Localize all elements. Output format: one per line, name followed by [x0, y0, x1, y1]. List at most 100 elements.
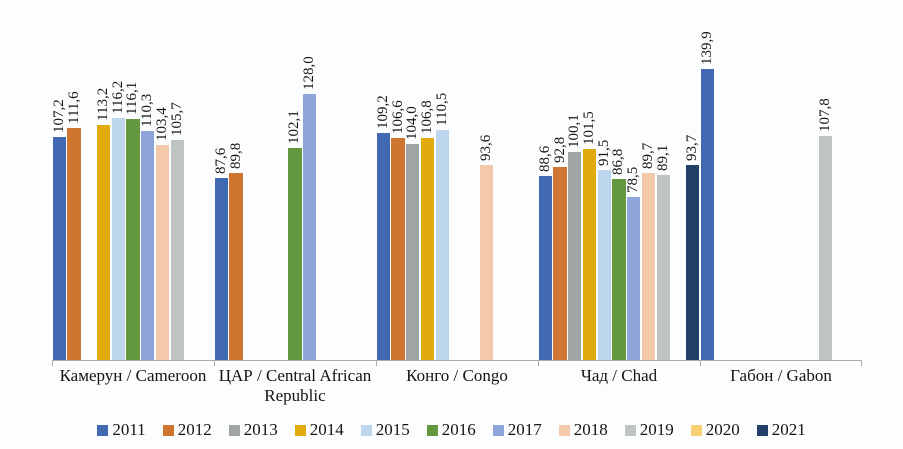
category-label-3: Чад / Chad [580, 366, 658, 385]
legend-label: 2011 [112, 420, 146, 439]
bar-value-label: 109,2 [374, 95, 391, 129]
category-axis-labels: Камерун / Cameroon ЦАР / Central African … [52, 366, 862, 416]
legend-item-2020: 2020 [690, 420, 740, 440]
bar-value-label: 106,8 [419, 100, 436, 134]
legend-label: 2017 [507, 420, 542, 439]
bar-2017-group3 [627, 196, 641, 360]
bar-value-label: 89,7 [639, 143, 656, 170]
bar-2012-group3 [553, 166, 567, 360]
legend-item-2013: 2013 [228, 420, 278, 440]
chart-legend: 2011 2012 2013 2014 2015 2016 2017 2018 2019 2020… [0, 420, 903, 440]
bar-value-label: 107,2 [50, 99, 67, 134]
category-label-1: ЦАР / Central African Republic [218, 366, 372, 405]
bar-2014-group3 [582, 148, 597, 360]
category-label-0: Камерун / Cameroon [59, 366, 207, 385]
bar-2011-group3 [538, 175, 552, 360]
bar-value-label: 78,5 [625, 166, 642, 193]
bar-2016-group1 [288, 147, 302, 360]
legend-item-2015: 2015 [360, 420, 410, 440]
bar-value-label: 101,5 [581, 111, 598, 145]
bar-value-label: 89,8 [227, 142, 244, 170]
axis-tick [214, 360, 215, 366]
legend-label: 2013 [243, 420, 278, 439]
plot-area: 107,2 87,6 109,2 88,6 139,9 111,6 89,8 106,6 92,… [50, 31, 862, 366]
legend-swatch-icon [624, 424, 636, 436]
legend-label: 2016 [441, 420, 476, 439]
bar-2015-group2 [435, 130, 449, 360]
bar-value-label: 105,7 [168, 102, 185, 137]
category-label-2: Конго / Congo [406, 366, 508, 385]
bar-2019-group3 [656, 174, 670, 360]
bar-2017-group1 [303, 93, 317, 360]
bar-2018-group3 [641, 173, 656, 360]
legend-swatch-icon [360, 424, 372, 436]
bar-2018-group2 [479, 165, 494, 360]
bar-2012-group2 [391, 138, 405, 360]
bar-2011-group2 [376, 132, 390, 360]
legend-swatch-icon [162, 424, 174, 436]
bar-value-label: 88,6 [536, 145, 553, 172]
legend-label: 2020 [705, 420, 740, 439]
legend-item-2017: 2017 [492, 420, 542, 440]
legend-item-2018: 2018 [558, 420, 608, 440]
bar-2019-group4 [818, 135, 832, 360]
legend-swatch-icon [690, 424, 702, 436]
bar-value-label: 128,0 [301, 56, 318, 90]
legend-item-2012: 2012 [162, 420, 212, 440]
legend-swatch-icon [756, 424, 768, 436]
bar-2012-group1 [229, 173, 243, 360]
legend-item-2016: 2016 [426, 420, 476, 440]
bar-value-label: 110,5 [433, 92, 450, 127]
legend-swatch-icon [558, 424, 570, 436]
legend-item-2014: 2014 [294, 420, 344, 440]
bar-value-label: 139,9 [698, 31, 715, 66]
bar-2012-group0 [67, 127, 81, 360]
bar-2015-group3 [597, 169, 611, 360]
bar-2011-group1 [214, 177, 228, 360]
bar-value-label: 113,2 [95, 87, 112, 121]
bar-2016-group3 [612, 179, 626, 360]
legend-label: 2014 [309, 420, 344, 439]
bar-value-label: 102,1 [286, 109, 303, 144]
bar-value-label: 93,6 [477, 135, 494, 162]
category-label-4: Габон / Gabon [730, 366, 832, 385]
bar-value-label: 89,1 [654, 144, 671, 171]
bar-value-label: 107,8 [816, 98, 833, 132]
bar-2016-group0 [126, 118, 140, 360]
bar-2011-group0 [52, 137, 66, 360]
axis-tick [376, 360, 377, 366]
legend-label: 2015 [375, 420, 410, 439]
bar-value-label: 87,6 [212, 147, 229, 174]
bar-2014-group2 [420, 137, 435, 360]
legend-swatch-icon [294, 424, 306, 436]
legend-label: 2012 [177, 420, 212, 439]
bar-2021-group3 [686, 165, 700, 360]
axis-tick [700, 360, 701, 366]
axis-tick [861, 360, 862, 366]
legend-item-2011: 2011 [97, 420, 146, 440]
legend-item-2021: 2021 [756, 420, 806, 440]
bar-2013-group2 [406, 143, 420, 360]
axis-tick [538, 360, 539, 366]
legend-label: 2019 [639, 420, 674, 439]
legend-swatch-icon [228, 424, 240, 436]
bar-value-label: 111,6 [65, 91, 82, 124]
legend-item-2019: 2019 [624, 420, 674, 440]
bar-value-label: 103,4 [153, 107, 170, 141]
bar-2018-group0 [155, 144, 170, 360]
bar-2019-group0 [170, 140, 184, 360]
bar-2014-group0 [96, 124, 111, 360]
legend-label: 2018 [573, 420, 608, 439]
legend-swatch-icon [97, 424, 109, 436]
legend-swatch-icon [492, 424, 504, 436]
bar-2015-group0 [111, 118, 125, 360]
axis-tick [52, 360, 53, 366]
bar-2011-group4 [700, 69, 714, 360]
bar-2017-group0 [141, 130, 155, 360]
bar-value-label: 110,3 [139, 93, 156, 127]
legend-swatch-icon [426, 424, 438, 436]
bar-2013-group3 [568, 151, 582, 360]
bar-value-label: 93,7 [684, 134, 701, 162]
legend-label: 2021 [771, 420, 806, 439]
